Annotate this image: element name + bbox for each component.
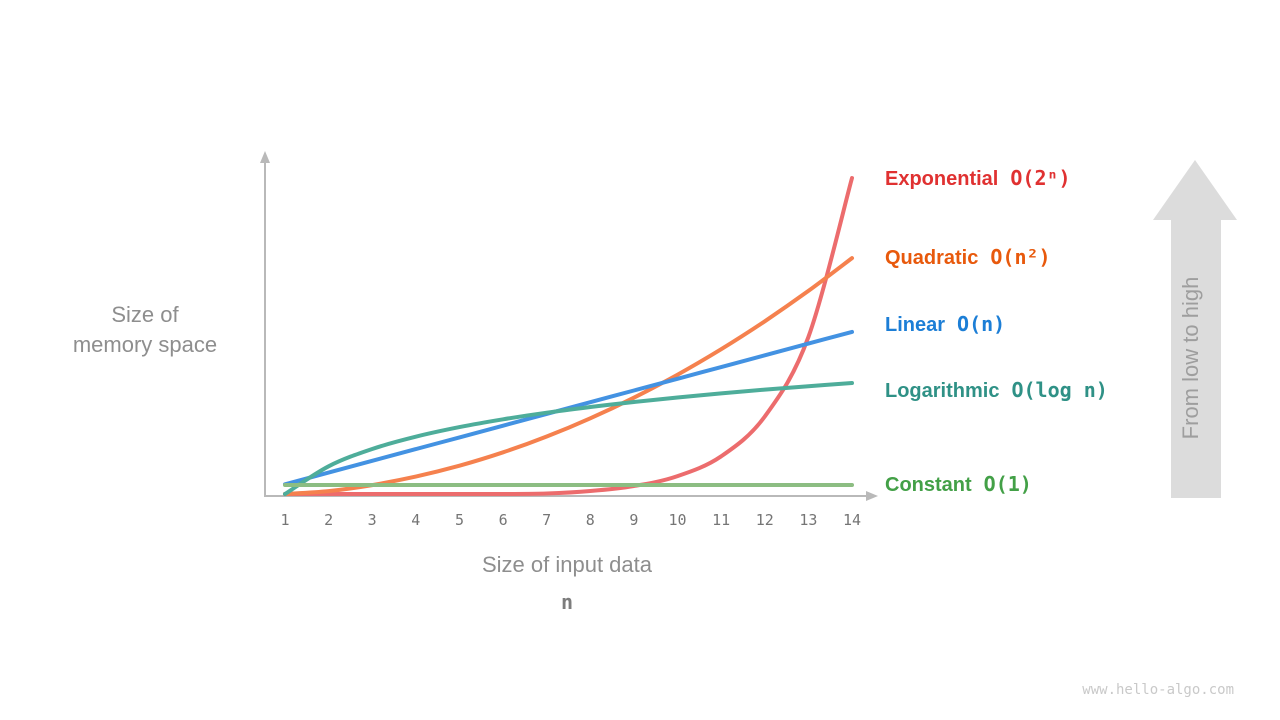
x-tick-1: 1 — [280, 511, 289, 529]
legend-notation: O(n) — [957, 312, 1006, 336]
x-tick-9: 9 — [629, 511, 638, 529]
y-axis-arrow-icon — [260, 151, 270, 163]
x-tick-13: 13 — [799, 511, 817, 529]
low-to-high-arrow — [1153, 160, 1237, 498]
legend-item-exponential: Exponential O(2ⁿ) — [885, 165, 1071, 192]
x-axis-title: Size of input data — [481, 552, 652, 577]
legend-item-quadratic: Quadratic O(n²) — [885, 244, 1051, 271]
x-tick-7: 7 — [542, 511, 551, 529]
curve-logarithmic — [283, 381, 854, 496]
x-tick-6: 6 — [499, 511, 508, 529]
x-tick-11: 11 — [712, 511, 730, 529]
watermark: www.hello-algo.com — [1082, 682, 1234, 698]
x-tick-labels: 1 2 3 4 5 6 7 8 9 10 11 12 13 14 — [280, 511, 861, 529]
legend-notation: O(2ⁿ) — [1010, 166, 1071, 190]
curve-exponential — [283, 176, 854, 497]
x-tick-14: 14 — [843, 511, 861, 529]
legend-item-constant: Constant O(1) — [885, 471, 1032, 498]
legend-name: Exponential — [885, 168, 999, 190]
x-tick-8: 8 — [586, 511, 595, 529]
x-tick-4: 4 — [411, 511, 420, 529]
x-tick-3: 3 — [368, 511, 377, 529]
legend-notation: O(n²) — [990, 245, 1051, 269]
curves-group — [283, 176, 854, 497]
x-axis-arrow-icon — [866, 491, 878, 501]
legend-notation: O(1) — [983, 472, 1032, 496]
legend-item-linear: Linear O(n) — [885, 311, 1005, 338]
y-axis-title: Size of memory space — [72, 302, 218, 357]
x-tick-12: 12 — [756, 511, 774, 529]
x-tick-10: 10 — [668, 511, 686, 529]
legend-name: Quadratic — [885, 247, 979, 269]
x-tick-5: 5 — [455, 511, 464, 529]
legend-name: Linear — [885, 314, 946, 336]
curve-quadratic — [283, 256, 854, 496]
x-axis-variable: n — [560, 590, 574, 614]
low-to-high-arrow-label: From low to high — [1178, 277, 1203, 440]
legend-name: Constant — [885, 474, 972, 496]
legend-name: Logarithmic — [885, 380, 1000, 402]
legend-notation: O(log n) — [1011, 378, 1108, 402]
legend-item-logarithmic: Logarithmic O(log n) — [885, 377, 1108, 404]
x-tick-2: 2 — [324, 511, 333, 529]
